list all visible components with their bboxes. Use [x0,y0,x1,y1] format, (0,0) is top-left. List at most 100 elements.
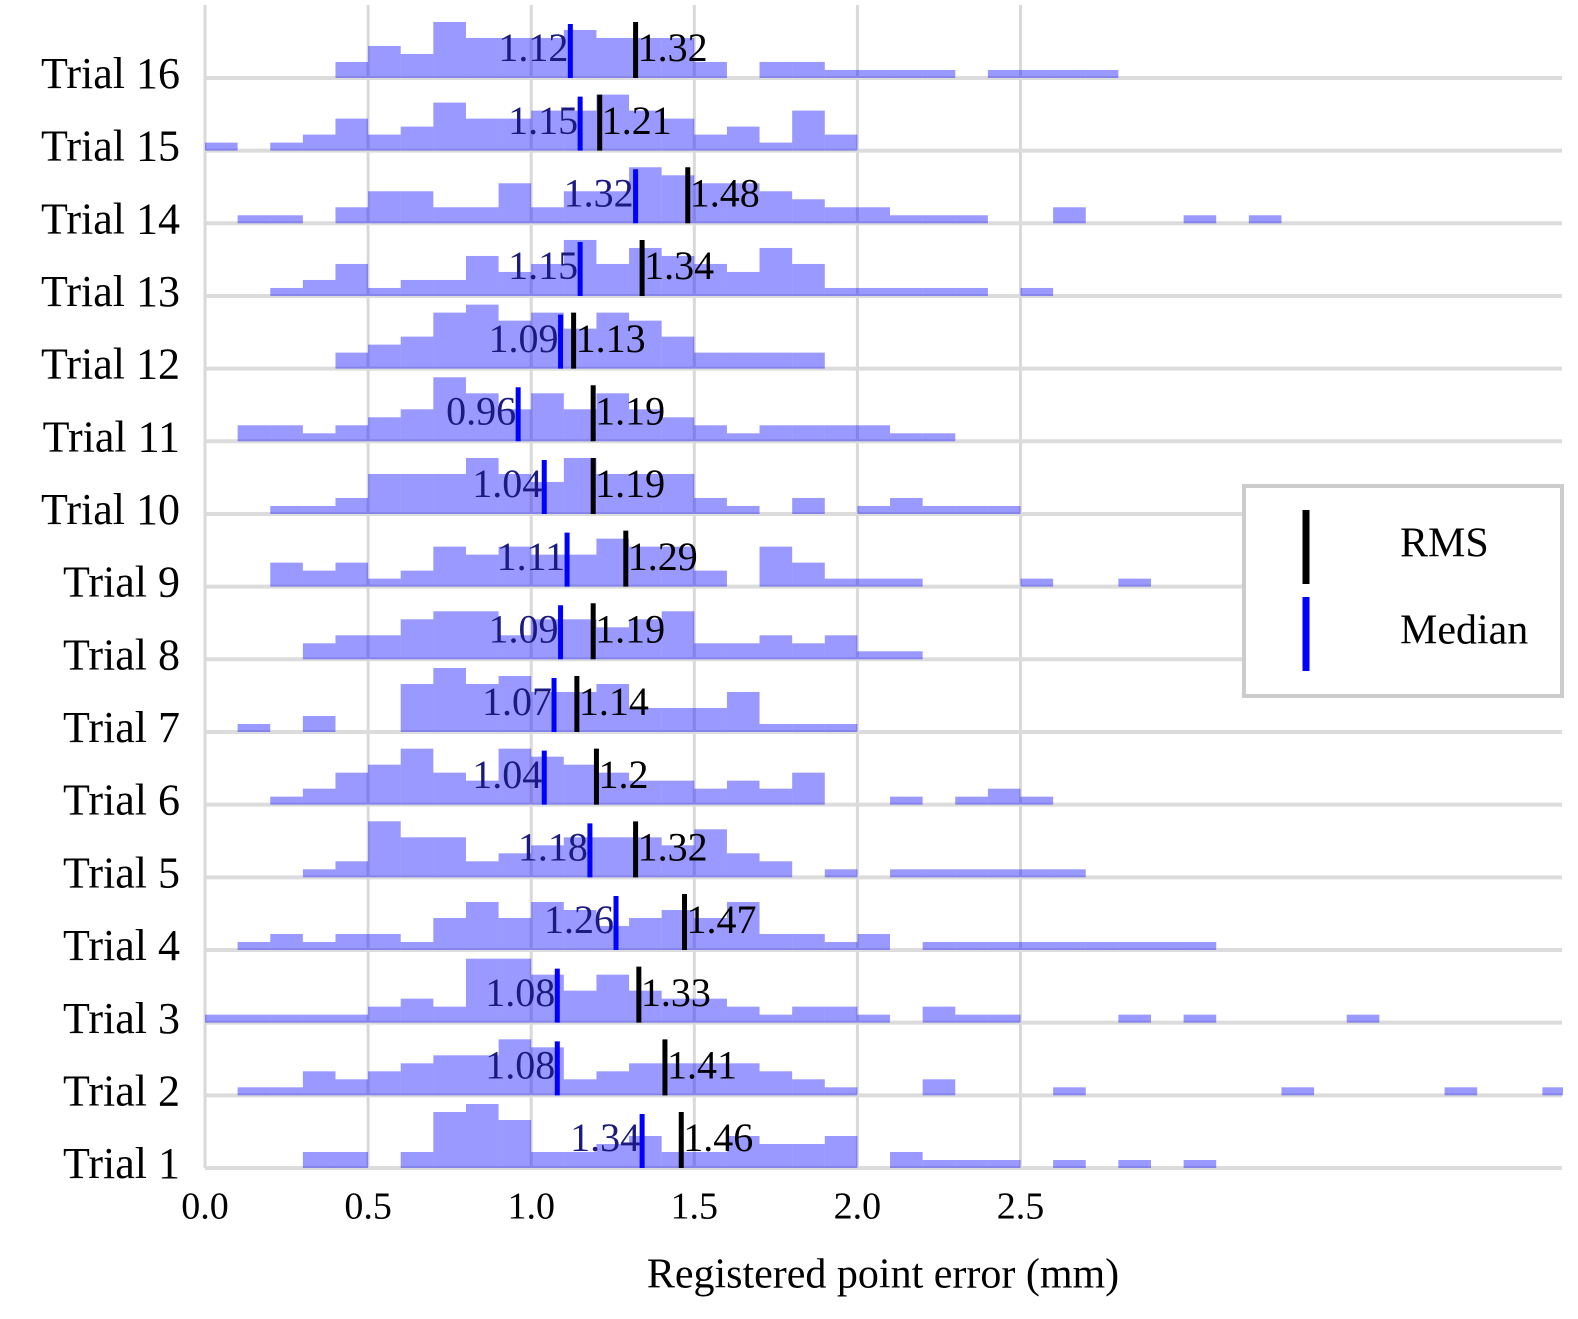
histogram-bar [465,611,499,660]
histogram-bar [726,643,760,660]
histogram-bar [694,263,727,296]
histogram-bar [1183,215,1217,224]
histogram-bar [596,683,630,732]
histogram-bar [498,853,532,878]
histogram-bar [433,546,466,587]
histogram-bar [368,134,401,151]
histogram-bar [465,1104,499,1168]
histogram-bar [465,207,499,224]
histogram-bar [465,255,499,296]
histogram-bar [1053,69,1086,78]
histogram-bar [629,1136,662,1168]
histogram-bar [792,933,825,950]
histogram-bar [400,998,434,1023]
histogram-bar [792,772,825,805]
labels: 0.0 0.5 1.0 1.5 2.0 2.5 Trial 1 1.34 1.46 Trial 2… [41,25,1044,1228]
histogram-bar [987,1160,1021,1168]
histogram-bar [563,909,597,950]
histogram-bar [759,1144,793,1168]
histogram-bar [955,287,988,296]
histogram-bar [433,473,466,514]
histogram-bar [335,497,369,514]
histogram-bar [987,788,1021,805]
trial-label: Trial 11 [43,412,180,461]
histogram-bar [465,118,499,151]
histogram-bar [661,1152,695,1168]
histogram-bar [824,723,858,732]
histogram-bar [726,183,760,224]
histogram-bar [302,1152,336,1168]
histogram-bar [759,635,793,660]
histogram-bar [498,635,532,660]
histogram-bar [302,788,336,805]
histogram-bar [498,37,532,78]
histogram-bar [629,917,662,950]
median-label: 1.18 [518,824,588,869]
histogram-bar [1020,578,1054,587]
histogram-bar [531,393,564,442]
legend-label: RMS [1400,521,1489,567]
histogram-bar [1118,1160,1151,1168]
histogram-bar [629,780,662,805]
rms-label: 1.13 [576,316,646,361]
histogram-bar [498,320,532,369]
histogram-bar [368,473,401,514]
histogram-bar [890,651,923,660]
histogram-bar [759,191,793,224]
histogram-bar [498,1039,532,1096]
histogram-bar [922,505,956,514]
histogram-bar [400,409,434,442]
median-label: 1.09 [489,316,559,361]
x-tick-label: 0.0 [181,1186,229,1228]
histogram-bar [661,780,695,805]
histogram-bar [694,707,727,732]
histogram-bar [955,1014,988,1023]
histogram-bar [498,118,532,151]
histogram-bar [987,941,1021,950]
histogram-bar [629,707,662,732]
x-tick-label: 2.5 [997,1186,1045,1228]
median-label: 1.08 [485,1043,555,1088]
histogram-bar [922,69,956,78]
histogram-bar [792,1144,825,1168]
histogram-bar [368,45,401,78]
histogram-bar [400,279,434,296]
markers [515,21,691,1168]
legend-box [1242,484,1564,698]
histogram-bar [465,861,499,878]
histogram-bar [237,1014,271,1023]
histogram-bar [563,990,597,1023]
histogram-bar [302,869,336,878]
histogram-bar [270,215,303,224]
histogram-bar [955,796,988,805]
median-label: 1.12 [498,25,568,70]
histogram-bar [531,845,564,878]
histogram-bar [596,974,630,1023]
rms-label: 1.29 [628,534,698,579]
histogram-bar [433,1006,466,1023]
histogram-bar [694,352,727,369]
histogram-bar [661,707,695,732]
trial-label: Trial 2 [63,1066,180,1115]
histogram-bar [955,941,988,950]
histogram-bar [661,998,695,1023]
histogram-bar [270,933,303,950]
histogram-bar [465,393,499,442]
histogram-bar [792,1079,825,1096]
rms-label: 1.34 [644,243,714,288]
histogram-bar [1118,1014,1151,1023]
histogram-bar [694,134,727,151]
histogram-bar [955,215,988,224]
histogram-bar [335,1014,369,1023]
histogram-bar [759,61,793,78]
histogram-bar [629,320,662,369]
trial-label: Trial 14 [41,194,180,243]
histogram-bar [824,134,858,151]
histogram-bar [824,1006,858,1023]
trial-label: Trial 7 [63,703,180,752]
histogram-bar [433,279,466,296]
histogram-bar [1150,941,1184,950]
histogram-bar [694,497,727,514]
histogram-bar [335,61,369,78]
histogram-bar [465,554,499,587]
